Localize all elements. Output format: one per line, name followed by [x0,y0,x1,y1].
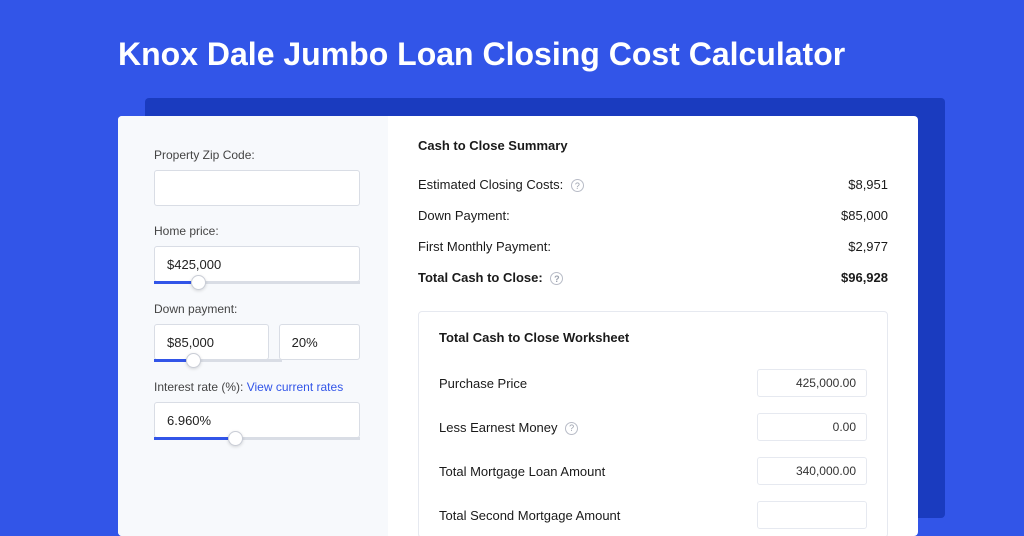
home-price-label: Home price: [154,224,360,238]
summary-row-closing-costs: Estimated Closing Costs: ? $8,951 [418,169,888,200]
interest-label-text: Interest rate (%): [154,380,247,394]
down-payment-slider-thumb[interactable] [186,353,201,368]
zip-input[interactable] [154,170,360,206]
home-price-input[interactable] [154,246,360,282]
summary-value: $96,928 [841,270,888,285]
zip-field: Property Zip Code: [154,148,360,206]
summary-value: $2,977 [848,239,888,254]
summary-title: Cash to Close Summary [418,138,888,153]
summary-row-total: Total Cash to Close: ? $96,928 [418,262,888,293]
home-price-slider-fill [154,281,191,284]
down-payment-label: Down payment: [154,302,360,316]
view-rates-link[interactable]: View current rates [247,380,344,394]
summary-value: $8,951 [848,177,888,192]
worksheet-title: Total Cash to Close Worksheet [439,330,867,345]
interest-slider-fill [154,437,228,440]
worksheet-row-purchase-price: Purchase Price [439,361,867,405]
home-price-slider[interactable] [154,281,360,284]
down-payment-field: Down payment: [154,302,360,362]
summary-row-first-payment: First Monthly Payment: $2,977 [418,231,888,262]
results-panel: Cash to Close Summary Estimated Closing … [388,116,918,536]
worksheet-card: Total Cash to Close Worksheet Purchase P… [418,311,888,536]
worksheet-label: Total Mortgage Loan Amount [439,464,605,479]
worksheet-row-earnest-money: Less Earnest Money ? [439,405,867,449]
worksheet-label: Purchase Price [439,376,527,391]
worksheet-input-mortgage-amount[interactable] [757,457,867,485]
summary-value: $85,000 [841,208,888,223]
worksheet-label: Less Earnest Money [439,420,558,435]
home-price-slider-thumb[interactable] [191,275,206,290]
down-payment-slider[interactable] [154,359,282,362]
worksheet-input-second-mortgage[interactable] [757,501,867,529]
zip-label: Property Zip Code: [154,148,360,162]
interest-label: Interest rate (%): View current rates [154,380,360,394]
home-price-field: Home price: [154,224,360,284]
inputs-panel: Property Zip Code: Home price: Down paym… [118,116,388,536]
summary-label: First Monthly Payment: [418,239,551,254]
page-title: Knox Dale Jumbo Loan Closing Cost Calcul… [0,0,1024,95]
worksheet-input-earnest-money[interactable] [757,413,867,441]
worksheet-label: Total Second Mortgage Amount [439,508,620,523]
interest-slider[interactable] [154,437,360,440]
interest-field: Interest rate (%): View current rates [154,380,360,440]
down-payment-slider-fill [154,359,186,362]
down-payment-pct-input[interactable] [279,324,360,360]
interest-input[interactable] [154,402,360,438]
worksheet-row-second-mortgage: Total Second Mortgage Amount [439,493,867,536]
down-payment-input[interactable] [154,324,269,360]
summary-label: Estimated Closing Costs: [418,177,563,192]
worksheet-input-purchase-price[interactable] [757,369,867,397]
calculator-card: Property Zip Code: Home price: Down paym… [118,116,918,536]
worksheet-row-mortgage-amount: Total Mortgage Loan Amount [439,449,867,493]
help-icon[interactable]: ? [550,272,563,285]
help-icon[interactable]: ? [571,179,584,192]
summary-label: Down Payment: [418,208,510,223]
help-icon[interactable]: ? [565,422,578,435]
summary-label: Total Cash to Close: [418,270,543,285]
interest-slider-thumb[interactable] [228,431,243,446]
summary-row-down-payment: Down Payment: $85,000 [418,200,888,231]
